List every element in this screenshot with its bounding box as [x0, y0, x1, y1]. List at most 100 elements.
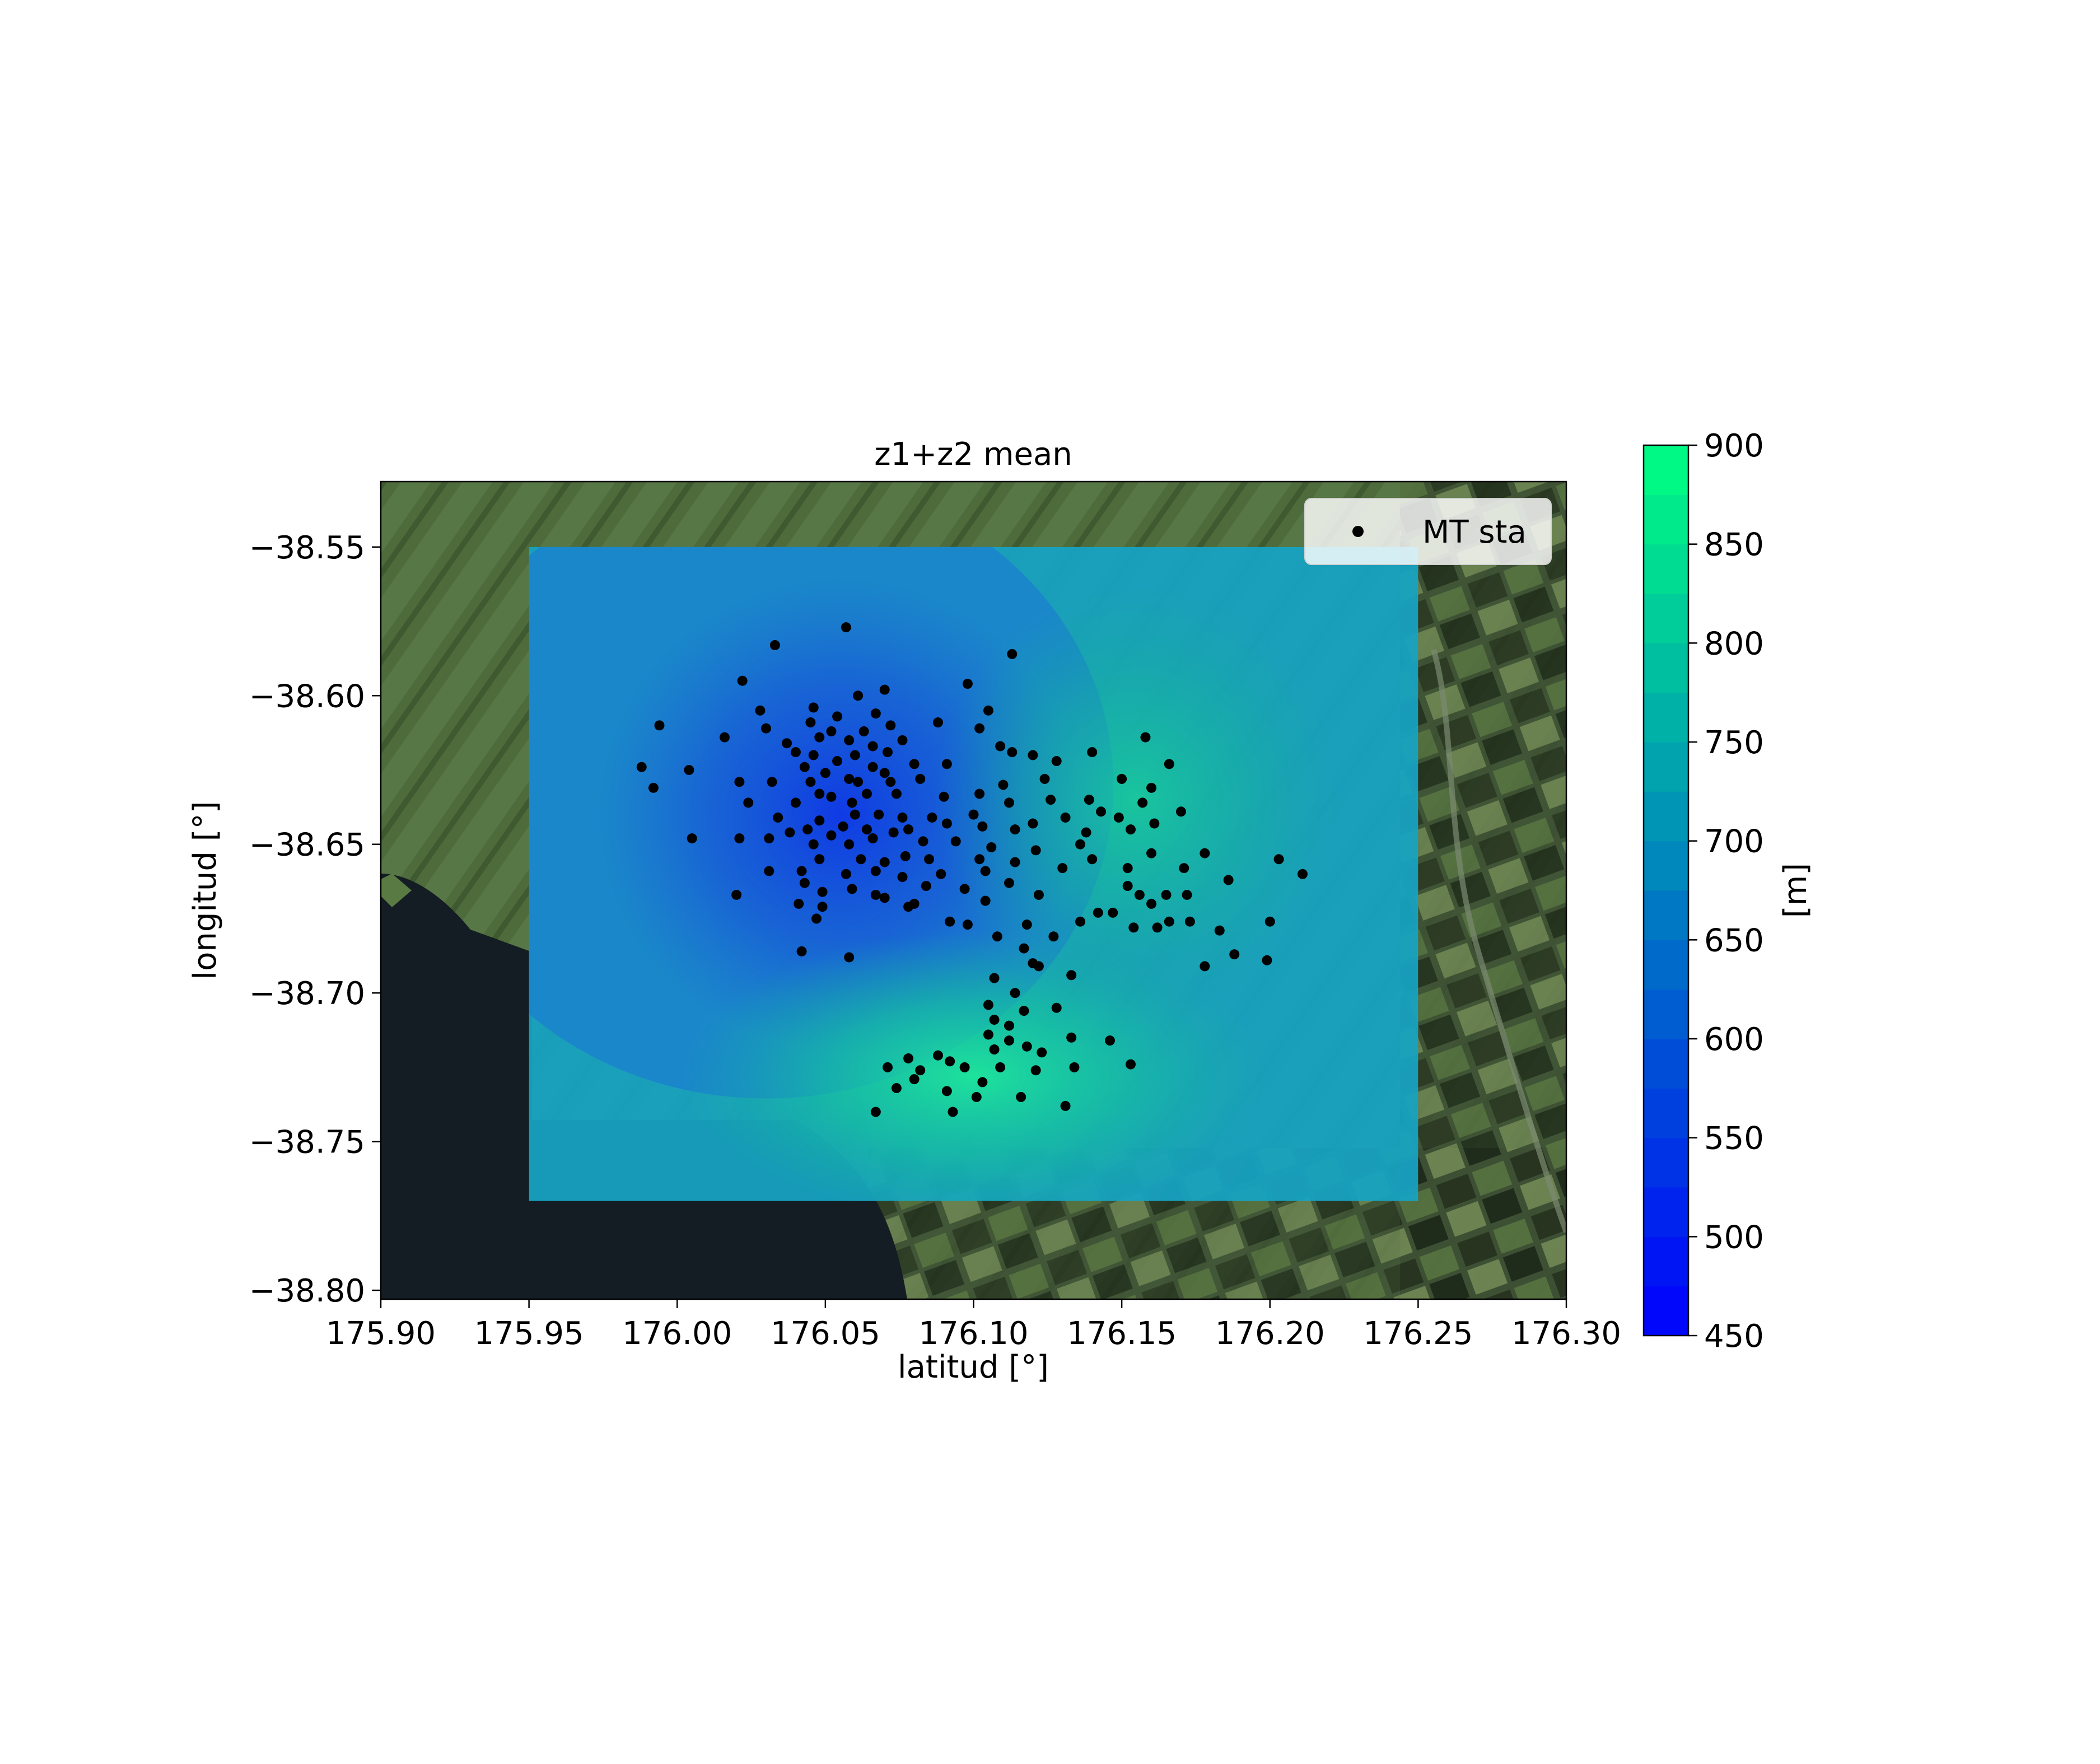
colorbar-band	[1644, 1088, 1688, 1138]
mt-station-point	[1007, 648, 1018, 659]
mt-station-point	[814, 732, 825, 743]
mt-station-point	[799, 762, 810, 772]
colorbar-bands	[1644, 445, 1688, 1336]
mt-station-point	[903, 824, 914, 835]
mt-station-point	[1019, 943, 1029, 954]
mt-station-point	[1030, 845, 1041, 856]
mt-station-point	[794, 898, 804, 909]
legend-box	[1304, 498, 1552, 565]
mt-station-point	[1104, 1035, 1115, 1046]
mt-station-point	[767, 777, 777, 787]
mt-station-point	[761, 723, 772, 734]
colorbar-band	[1644, 1187, 1688, 1237]
mt-station-point	[1028, 750, 1038, 760]
mt-station-point	[1262, 955, 1272, 965]
mt-station-point	[1048, 931, 1059, 942]
mt-station-point	[1229, 949, 1240, 960]
mt-station-point	[989, 973, 1000, 983]
mt-station-point	[731, 889, 742, 900]
colorbar-tick-label: 750	[1704, 725, 1764, 761]
colorbar: 450 500 550 600 650 700 750 800 850 900 [m]	[1642, 428, 1814, 1355]
colorbar-tick-label: 500	[1704, 1219, 1764, 1256]
colorbar-tick-label: 450	[1704, 1318, 1764, 1355]
mt-station-point	[755, 705, 766, 716]
x-tick-label: 176.15	[1067, 1315, 1177, 1352]
x-tick-label: 175.95	[474, 1315, 584, 1352]
mt-station-point	[962, 920, 973, 930]
mt-station-point	[932, 1050, 943, 1061]
colorbar-frame	[1642, 444, 1690, 1337]
mt-station-point	[814, 854, 825, 865]
mt-station-point	[897, 735, 908, 745]
colorbar-band	[1644, 940, 1688, 990]
mt-station-point	[1175, 806, 1186, 817]
mt-station-point	[989, 1044, 1000, 1055]
mt-station-point	[909, 759, 920, 769]
mt-station-point	[1182, 889, 1192, 900]
mt-station-point	[897, 872, 908, 883]
mt-station-point	[764, 833, 774, 844]
mt-station-point	[1066, 970, 1077, 981]
mt-station-point	[1075, 916, 1086, 927]
mt-station-point	[1087, 854, 1098, 865]
mt-station-point	[796, 946, 807, 956]
mt-station-point	[1033, 961, 1044, 972]
mt-station-point	[1200, 848, 1210, 858]
mt-station-point	[1057, 863, 1068, 874]
mt-station-point	[764, 866, 774, 876]
mt-station-point	[861, 788, 872, 799]
mt-station-point	[636, 762, 647, 772]
mt-station-point	[808, 702, 819, 713]
mt-station-point	[847, 884, 857, 894]
mt-station-point	[817, 886, 828, 897]
mt-station-point	[1149, 818, 1160, 829]
mt-station-point	[903, 1053, 914, 1063]
mt-station-point	[1069, 1062, 1080, 1072]
mt-station-point	[719, 732, 730, 743]
mt-station-point	[992, 931, 1002, 942]
x-axis-ticks: 175.90 175.95 176.00 176.05 176.10 176.15 176.…	[326, 1299, 1621, 1352]
legend[interactable]: MT sta	[1304, 498, 1552, 565]
mt-station-point	[1016, 1091, 1026, 1102]
mt-station-point	[936, 869, 946, 879]
colorbar-band	[1644, 742, 1688, 792]
mt-station-point	[1140, 732, 1151, 743]
mt-station-point	[1004, 878, 1015, 888]
mt-station-point	[734, 777, 745, 787]
mt-station-point	[915, 1065, 926, 1076]
mt-station-point	[796, 866, 807, 876]
mt-station-point	[861, 824, 872, 835]
mt-station-point	[826, 791, 837, 802]
mt-station-point	[986, 842, 997, 853]
colorbar-band	[1644, 494, 1688, 545]
mt-station-point	[1004, 1035, 1015, 1046]
mt-station-point	[1126, 1059, 1136, 1070]
mt-station-point	[1108, 907, 1118, 918]
mt-station-point	[1164, 916, 1174, 927]
mt-station-point	[1200, 961, 1210, 972]
chart-title: z1+z2 mean	[874, 436, 1072, 473]
mt-station-point	[974, 854, 985, 865]
mt-station-point	[1081, 827, 1091, 838]
mt-station-point	[989, 1014, 1000, 1025]
legend-label: MT sta	[1422, 514, 1527, 550]
x-tick-label: 176.00	[622, 1315, 732, 1352]
mt-station-point	[850, 809, 860, 820]
mt-station-point	[870, 708, 881, 719]
mt-station-point	[1010, 988, 1020, 998]
mt-station-point	[648, 782, 659, 793]
mt-station-point	[1161, 889, 1172, 900]
mt-station-point	[909, 1074, 920, 1085]
colorbar-band	[1644, 692, 1688, 743]
mt-station-point	[950, 836, 961, 847]
mt-station-point	[769, 640, 780, 650]
mt-station-point	[856, 854, 866, 865]
colorbar-band	[1644, 989, 1688, 1039]
mt-station-point	[734, 833, 745, 844]
mt-station-point	[974, 788, 985, 799]
mt-station-point	[945, 1056, 955, 1067]
mt-station-point	[1297, 869, 1308, 879]
mt-station-point	[1046, 795, 1056, 805]
mt-station-point	[1066, 1032, 1077, 1043]
mt-station-point	[977, 821, 988, 832]
